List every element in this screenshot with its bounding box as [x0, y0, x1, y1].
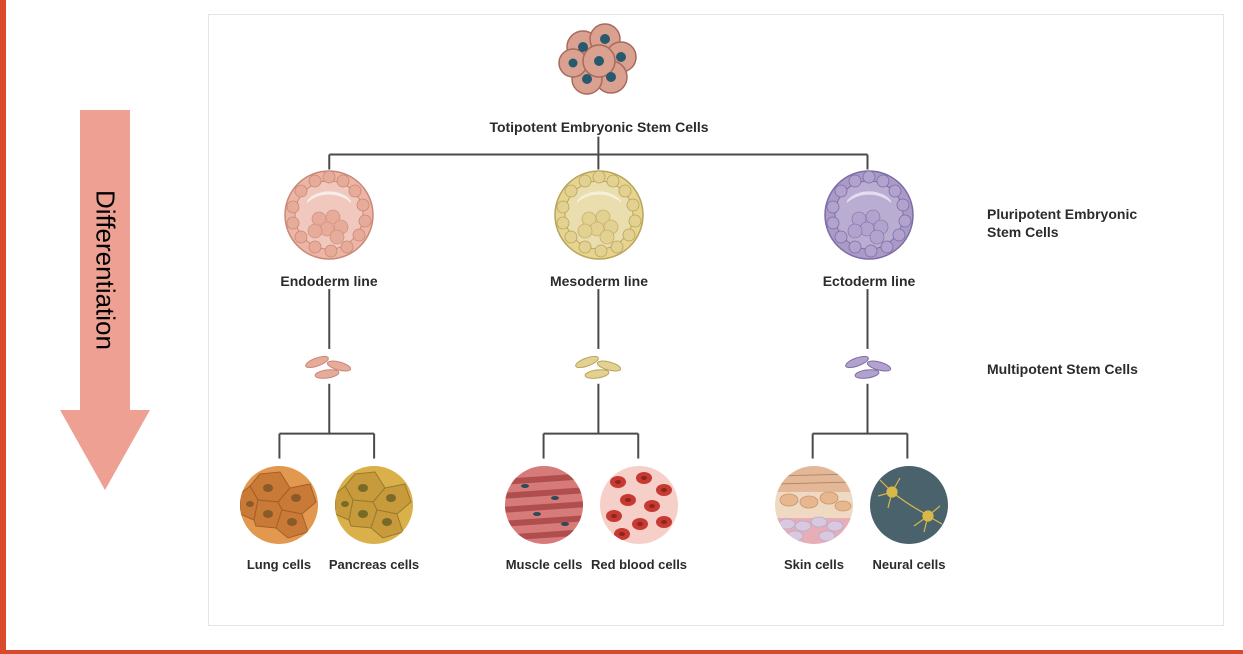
multipotent-side-label: Multipotent Stem Cells [987, 360, 1138, 378]
mesoderm-blastocyst-icon [551, 167, 647, 263]
skin-cells-label: Skin cells [784, 557, 844, 572]
pluripotent-text2: Stem Cells [987, 224, 1059, 240]
rbc-icon [600, 466, 678, 544]
lung-cells-label: Lung cells [247, 557, 311, 572]
lung-cells-icon [240, 466, 318, 544]
endoderm-blastocyst-icon [281, 167, 377, 263]
rbc-label: Red blood cells [591, 557, 687, 572]
pancreas-cells-icon [335, 466, 413, 544]
neural-cells-label: Neural cells [873, 557, 946, 572]
totipotent-cluster-icon [553, 19, 645, 111]
muscle-cells-label: Muscle cells [506, 557, 583, 572]
diagram-panel: Totipotent Embryonic Stem Cells Endoderm… [208, 14, 1224, 626]
differentiation-label: Differentiation [90, 190, 121, 350]
skin-cells-icon [775, 466, 853, 544]
multipotent-text: Multipotent Stem Cells [987, 361, 1138, 377]
page-border-bottom [0, 650, 1243, 654]
differentiation-arrow: Differentiation [60, 110, 150, 490]
muscle-cells-icon [505, 466, 583, 544]
totipotent-label: Totipotent Embryonic Stem Cells [489, 119, 708, 135]
neural-cells-icon [870, 466, 948, 544]
endoderm-label: Endoderm line [280, 273, 377, 289]
ectoderm-blastocyst-icon [821, 167, 917, 263]
ectoderm-label: Ectoderm line [823, 273, 916, 289]
pluripotent-text1: Pluripotent Embryonic [987, 206, 1137, 222]
endoderm-progenitor-icon [299, 352, 359, 382]
mesoderm-label: Mesoderm line [550, 273, 648, 289]
page-border-left [0, 0, 6, 654]
ectoderm-progenitor-icon [839, 352, 899, 382]
pluripotent-side-label: Pluripotent Embryonic Stem Cells [987, 205, 1137, 241]
mesoderm-progenitor-icon [569, 352, 629, 382]
pancreas-cells-label: Pancreas cells [329, 557, 419, 572]
